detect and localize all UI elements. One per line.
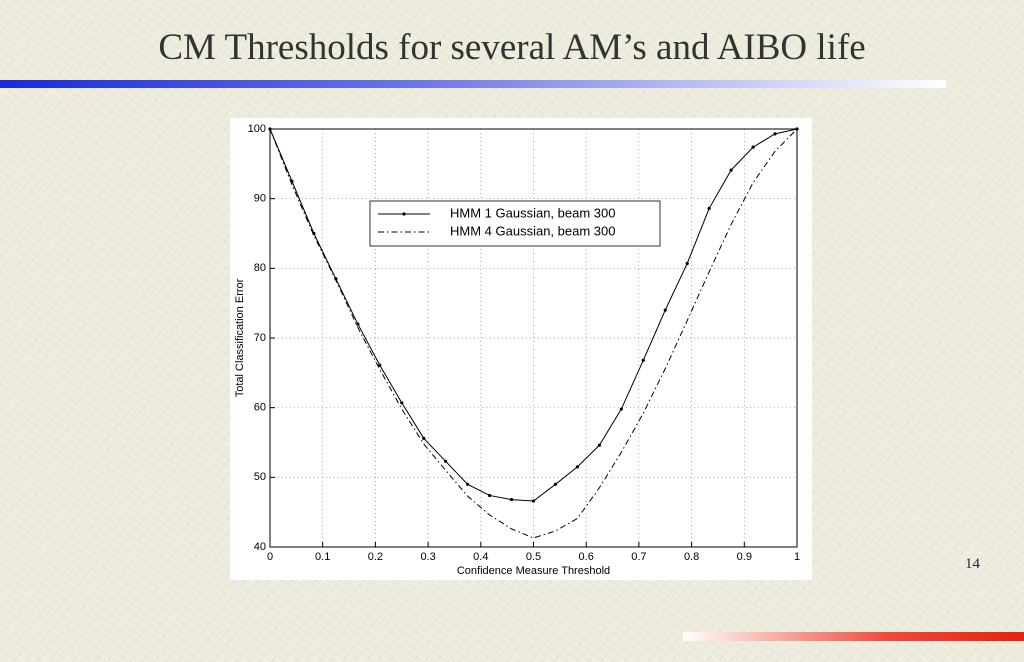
- point-marker: [773, 132, 777, 136]
- point-marker: [663, 308, 667, 312]
- decor-bar: [0, 80, 946, 88]
- point-marker: [553, 482, 558, 486]
- y-tick-label: 70: [254, 332, 266, 344]
- point-marker: [729, 168, 733, 172]
- page-number: 14: [965, 556, 980, 572]
- point-marker: [444, 459, 448, 463]
- point-marker: [378, 363, 382, 367]
- x-tick-label: 0.2: [368, 551, 383, 563]
- point-marker: [575, 465, 579, 469]
- point-marker: [356, 322, 360, 326]
- plot-frame: [269, 128, 798, 548]
- slide-title: CM Thresholds for several AM’s and AIBO …: [158, 27, 866, 68]
- point-marker: [751, 145, 755, 149]
- x-tick-label: 1: [794, 551, 800, 563]
- chart: 40 50 60 70 80 90 100 0 0.1 0.2 0.3 0.4 0.5 0.6 0.7 0.8…: [230, 118, 812, 580]
- point-marker: [685, 261, 689, 266]
- x-tick-label: 0.4: [473, 551, 488, 563]
- legend-marker: [402, 212, 406, 216]
- x-axis-label: Confidence Measure Threshold: [457, 565, 610, 577]
- point-marker: [400, 401, 404, 405]
- point-marker: [509, 498, 514, 502]
- point-marker: [466, 482, 470, 486]
- legend-label: HMM 1 Gaussian, beam 300: [450, 205, 615, 220]
- point-marker: [707, 206, 711, 211]
- y-tick-label: 50: [254, 471, 266, 483]
- x-tick-label: 0.6: [579, 551, 594, 563]
- y-tick-label: 40: [254, 541, 266, 553]
- x-tick-label: 0.7: [631, 551, 646, 563]
- x-tick-label: 0.1: [315, 551, 330, 563]
- x-tick-label: 0.5: [526, 551, 541, 563]
- point-marker: [597, 443, 601, 447]
- y-tick-label: 90: [254, 193, 266, 205]
- point-marker: [641, 358, 645, 362]
- legend-box: [369, 200, 661, 247]
- point-marker: [619, 407, 623, 411]
- x-tick-label: 0: [267, 551, 273, 563]
- y-tick-label: 100: [248, 123, 266, 135]
- x-tick-label: 0.8: [684, 551, 699, 563]
- y-axis-label: Total Classification Error: [234, 278, 246, 397]
- x-tick-label: 0.9: [737, 551, 752, 563]
- legend-label: HMM 4 Gaussian, beam 300: [450, 223, 615, 238]
- point-marker: [531, 499, 536, 503]
- point-marker: [488, 493, 492, 498]
- y-tick-label: 80: [254, 262, 266, 274]
- point-marker: [422, 436, 426, 440]
- x-tick-label: 0.3: [420, 551, 435, 563]
- series-line: [269, 128, 798, 539]
- decor-bar: [683, 632, 1024, 641]
- y-tick-label: 60: [254, 402, 266, 414]
